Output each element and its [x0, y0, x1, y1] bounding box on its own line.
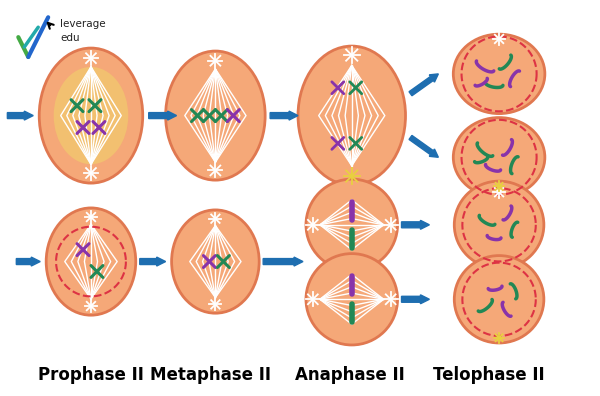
FancyArrow shape [16, 257, 40, 266]
FancyArrow shape [409, 74, 439, 96]
Text: edu: edu [60, 33, 80, 43]
FancyArrow shape [401, 295, 430, 304]
Text: leverage: leverage [60, 19, 106, 29]
Text: Telophase II: Telophase II [433, 366, 545, 384]
Ellipse shape [454, 255, 544, 343]
Ellipse shape [306, 253, 398, 345]
FancyArrow shape [409, 135, 439, 157]
Ellipse shape [166, 51, 265, 180]
FancyArrow shape [263, 257, 303, 266]
Ellipse shape [172, 210, 259, 313]
Ellipse shape [39, 48, 143, 183]
FancyArrow shape [401, 220, 430, 229]
Ellipse shape [298, 46, 406, 185]
Ellipse shape [306, 179, 398, 270]
Text: Anaphase II: Anaphase II [295, 366, 404, 384]
Ellipse shape [453, 34, 545, 114]
Text: Metaphase II: Metaphase II [150, 366, 271, 384]
Text: Prophase II: Prophase II [38, 366, 144, 384]
Ellipse shape [454, 181, 544, 268]
Ellipse shape [54, 67, 128, 164]
FancyArrow shape [270, 111, 298, 120]
Ellipse shape [453, 118, 545, 197]
FancyArrow shape [7, 111, 33, 120]
Ellipse shape [46, 208, 136, 315]
FancyArrow shape [149, 111, 176, 120]
FancyArrow shape [140, 257, 166, 266]
